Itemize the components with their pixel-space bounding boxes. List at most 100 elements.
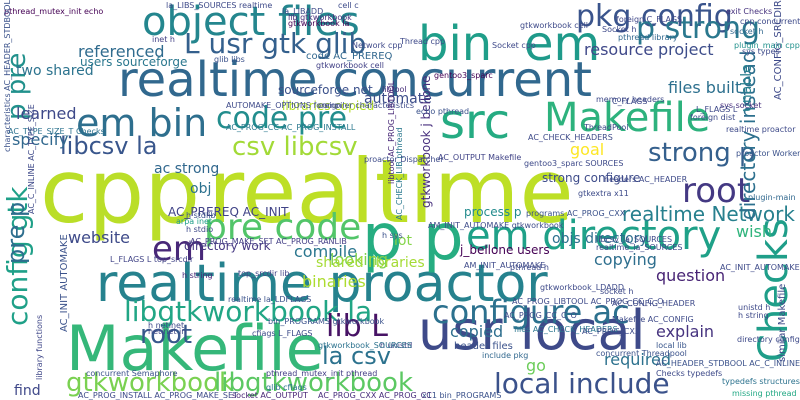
word-h-stdio: h stdio [186, 225, 214, 234]
word-memory-headers: memory headers [596, 95, 665, 104]
word-lot: lot [394, 233, 412, 249]
word-realtime-proactor: realtime proactor [96, 254, 548, 314]
word-website: website [68, 228, 130, 247]
word-header-files: header files [454, 341, 513, 352]
word-ac-config-header: AC_CONFIG_HEADER [612, 299, 696, 308]
word-concurrent-semaphore: concurrent Semaphore [86, 369, 178, 378]
word-x11-bin-programs: x11 bin_PROGRAMS [422, 391, 502, 400]
word-em-bin: em bin [76, 101, 208, 145]
word-missing-pthread: missing pthread [732, 389, 797, 398]
word-exit-checks: exit Checks [726, 7, 773, 16]
word-foreign-dist: foreign dist [690, 113, 736, 122]
word-h-sys: h sys [382, 231, 403, 240]
word-automate: automate [364, 91, 432, 107]
word-h-netinet: h netinet [148, 321, 185, 330]
word-sys-socket: sys socket [720, 101, 762, 110]
word-ac-prog-cc-ac-prog-install: AC_PROG_CC AC_PROG_INSTALL [226, 123, 356, 132]
word-bin: bin [418, 16, 493, 72]
word-glib-libs: glib libs [214, 55, 245, 64]
word-root: root [682, 171, 751, 211]
word-gentoo3-sparc-sources: gentoo3_sparc SOURCES [524, 159, 624, 168]
word-realtime-proactor: realtime proactor [726, 125, 796, 134]
word-socket-ac-output: socket AC_OUTPUT [232, 391, 308, 400]
word-ac-strong: ac strong [154, 161, 220, 177]
word-files-built: files built [668, 78, 742, 97]
word-wish: wish [736, 222, 773, 241]
word-go: go [526, 356, 546, 375]
word-ac-check-headers: AC_CHECK_HEADERS [528, 133, 613, 142]
word-p-strong: p strong [636, 11, 761, 46]
word-cpp-concurrent: cpp concurrent [740, 17, 800, 26]
word-learned: learned [16, 104, 77, 123]
word-realtime-concurrent: realtime concurrent [118, 52, 592, 108]
word-libtool: libtool [382, 85, 407, 94]
word-code-ac-prereq: code AC_PREREQ [306, 51, 393, 62]
word-ac-prog-cc-c-o: AC_PROG_CC_C_O [504, 311, 577, 320]
word-users-sourceforge: users sourceforge [80, 55, 188, 69]
word-copying: copying [594, 250, 657, 269]
word-specify: specify [12, 130, 69, 149]
word-strong-p: strong p [648, 138, 756, 168]
word-threadpool: ThreadPool [584, 123, 629, 132]
word-h-string: h string [182, 271, 213, 280]
word-gtkextra-x11: gtkextra x11 [578, 189, 629, 198]
word-pthread-h: pthread h [510, 263, 549, 272]
word-ac-init-automake: AC_INIT_AUTOMAKE [720, 263, 800, 272]
word-goal: goal [570, 140, 605, 159]
word-gtkworkbook-cell: gtkworkbook cell [316, 61, 385, 70]
word-include-pkg: include pkg [482, 351, 529, 360]
word-looking: looking [330, 250, 389, 269]
word-c-flags: C_FLAGS [612, 97, 648, 106]
word-typedefs-structures: typedefs structures [722, 377, 800, 386]
word-libcsv-la: libcsv la [60, 132, 158, 160]
word-em: em [524, 16, 601, 72]
word-local-include: local include [494, 367, 670, 400]
word-characteristics-ac-header-stdbool: characteristics AC_HEADER_STDBOOL [3, 0, 12, 152]
word-l-flags-l-top-srcdir: L_FLAGS L top_srcdir [110, 255, 194, 264]
word-h-string: h string [738, 311, 769, 320]
word-ac-prog-cxx-ac-prog-cc: AC_PROG_CXX AC_PROG_CC [318, 391, 432, 400]
word-pre-p: pre p [2, 201, 30, 264]
word-gtkworkbook-sources: gtkworkbook_SOURCES [318, 341, 412, 350]
word-objs-directory: objs directory [552, 231, 648, 247]
word-sourceforge-net: sourceforge net [278, 83, 373, 97]
word-la-csv: la csv [322, 342, 391, 370]
word-cpp: cpp [40, 140, 201, 243]
word-realtime-la-sources: realtime_la_SOURCES [596, 243, 683, 252]
word-top-srcdir-lib: top_srcdir lib [238, 269, 290, 278]
word-root: root [140, 320, 193, 350]
word-automake-options-foreign: AUTOMAKE_OPTIONS foreign [226, 101, 342, 110]
word-libgtkworkbook-la: libgtkworkbook la [124, 295, 373, 328]
word-socket-h: socket h [730, 27, 764, 36]
word-makefile: Makefile [544, 95, 711, 141]
word-unistd-h: unistd h [738, 303, 771, 312]
word-makefile-ac-config: Makefile AC_CONFIG [612, 315, 694, 324]
word-socket-h: socket h [600, 287, 634, 296]
word-directory-work: directory work [184, 239, 271, 253]
word-src: src [440, 94, 511, 150]
word-makefile: Makefile [66, 312, 324, 385]
word-lib-l: lib L [326, 309, 388, 344]
word-required: required [604, 350, 672, 369]
word-files-ac-check-headers: files AC_CHECK_HEADERS [514, 325, 618, 334]
word-l-usr-gtk-glib: L usr gtk glib [184, 27, 367, 60]
word-ac-type-size-t-checks: AC_TYPE_SIZE_T Checks [8, 127, 105, 136]
word-libtool-ac-prog-libtool: libtool AC_PROG_LIBTOOL [387, 80, 396, 184]
word-pthread-mutex-init-pthread: pthread_mutex_init pthread [266, 369, 378, 378]
word-thread-cpp: Thread cpp [400, 37, 446, 46]
word-referenced: referenced [78, 42, 165, 61]
word-gtkworkbook: gtkworkbook [66, 368, 235, 398]
word-compile: compile [294, 242, 358, 261]
word-obj: obj [190, 181, 212, 197]
word-foreign-c-flags: foreign C_FLAGS [616, 15, 683, 24]
word-p-p: p p [362, 201, 464, 275]
word-sys-types: sys types [742, 47, 780, 56]
word-ac-prog-install-ac-prog-make-set: AC_PROG_INSTALL AC_PROG_MAKE_SET [78, 391, 238, 400]
word-copied: copied [450, 322, 504, 341]
word-am-init-automake: AM_INIT_AUTOMAKE [464, 261, 546, 270]
word-bin-programs-gtkworkbook: bin_PROGRAMS gtkworkbook [268, 317, 385, 326]
word-cell-c: cell c [338, 1, 359, 10]
word-gtkworkbook-la: gtkworkbook la [288, 19, 350, 28]
word-plugin-main-cpp: plugin_main cpp [734, 41, 800, 50]
